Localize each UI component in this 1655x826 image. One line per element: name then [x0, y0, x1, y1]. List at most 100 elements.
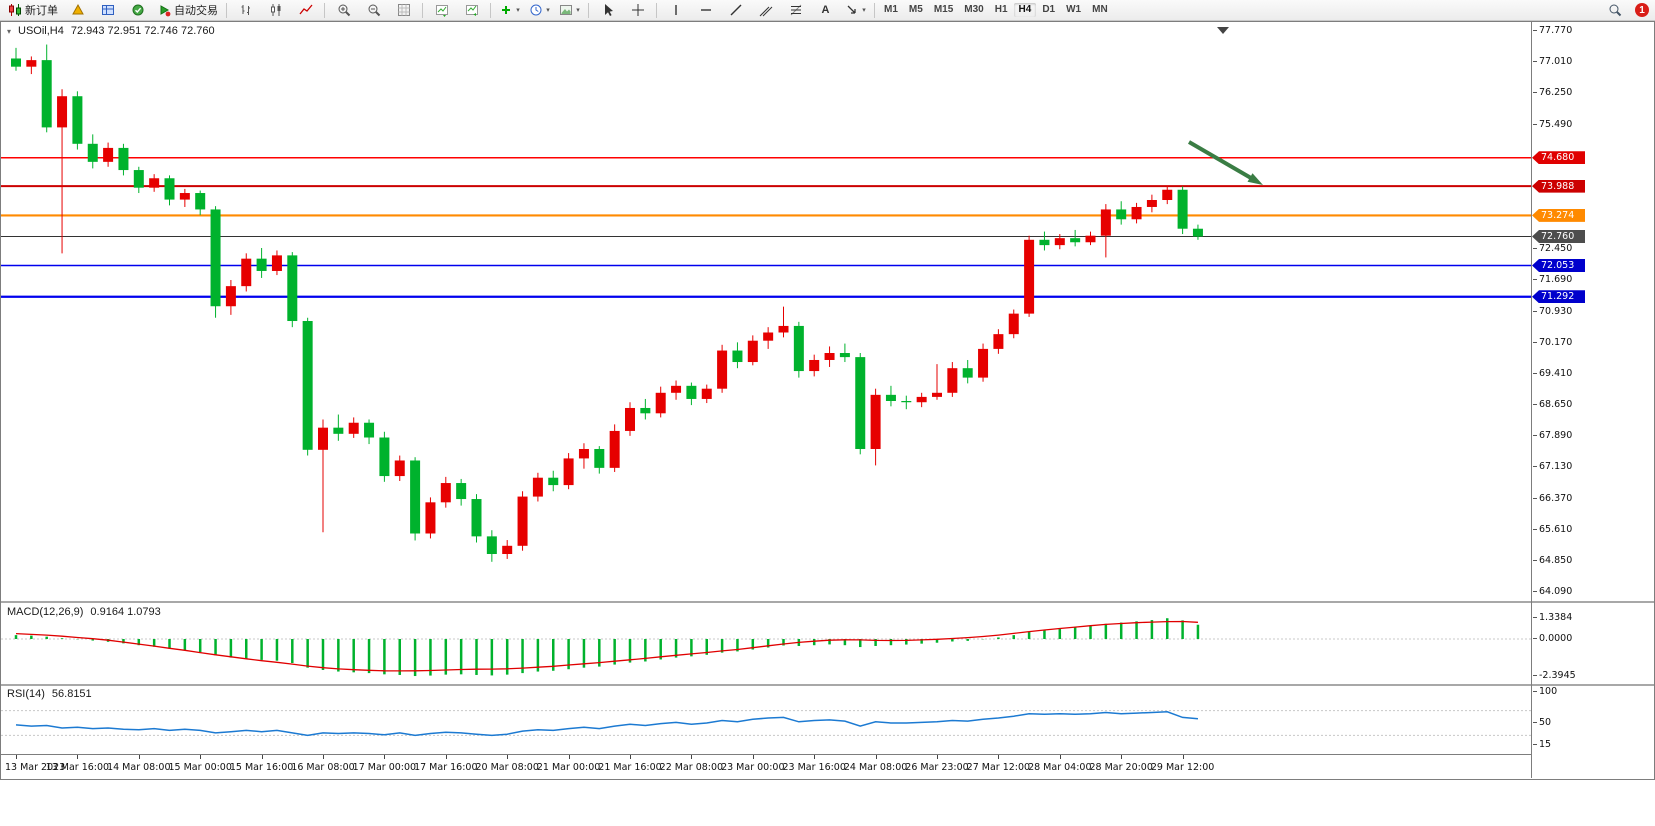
timeframe-w1-button[interactable]: W1 [1061, 3, 1086, 17]
zoom-out-icon [368, 4, 380, 17]
timeframe-d1-button[interactable]: D1 [1037, 3, 1060, 17]
autotrading-button[interactable]: 自动交易 [153, 0, 222, 21]
templates-dropdown-button[interactable]: ▾ [555, 0, 584, 21]
macd-values: 0.9164 1.0793 [90, 606, 161, 618]
candles-mini-icon [9, 4, 21, 16]
price-tick-label: 67.130 [1532, 461, 1573, 473]
timeframe-m15-button[interactable]: M15 [929, 3, 958, 17]
navigator-button[interactable] [93, 0, 122, 21]
zoom-in-button[interactable] [329, 0, 358, 21]
timeframe-m1-button[interactable]: M1 [879, 3, 903, 17]
horizontal-line-tool-button[interactable] [691, 0, 720, 21]
time-tick-mark [937, 755, 938, 759]
candles-view-button[interactable] [261, 0, 290, 21]
price-line-badge: 74.680 [1532, 151, 1585, 165]
price-tick-label: 69.410 [1532, 367, 1573, 379]
annotation-arrow [1187, 140, 1253, 180]
symbol-period-label: USOil,H4 [18, 25, 64, 37]
time-tick-label: 26 Mar 23:00 [905, 762, 969, 773]
collapse-indicator-icon[interactable]: ▾ [7, 26, 12, 36]
toolbar-separator [324, 2, 325, 18]
timeframe-mn-button[interactable]: MN [1087, 3, 1113, 17]
vertical-line-icon [674, 5, 677, 15]
trendline-icon [730, 4, 741, 16]
rsi-canvas[interactable] [1, 686, 1531, 754]
price-axis[interactable]: 77.770 77.010 76.250 75.490 72.450 71.690 70.9… [1531, 22, 1655, 778]
cursor-tool-button[interactable] [593, 0, 622, 21]
periods-dropdown-button[interactable]: ▾ [525, 0, 554, 21]
time-tick-mark [445, 755, 447, 759]
crosshair-icon [631, 4, 644, 16]
crosshair-tool-button[interactable] [623, 0, 652, 21]
bars-view-button[interactable] [231, 0, 260, 21]
timeframe-h4-button[interactable]: H4 [1014, 3, 1037, 17]
time-tick-label: 28 Mar 04:00 [1028, 762, 1092, 773]
price-tick-label: 50 [1532, 717, 1552, 728]
bar-chart-icon [241, 5, 250, 15]
autoscroll-button[interactable] [427, 0, 456, 21]
timeframe-m5-button[interactable]: M5 [904, 3, 928, 17]
rsi-label: RSI(14) 56.8151 [7, 688, 92, 700]
fibonacci-icon [790, 4, 801, 16]
terminal-button[interactable] [123, 0, 152, 21]
time-tick-mark [16, 755, 17, 759]
indicators-dropdown-button[interactable]: ▾ [495, 0, 524, 21]
price-tick-label: 71.690 [1532, 274, 1573, 286]
timeframe-h1-button[interactable]: H1 [990, 3, 1013, 17]
price-line-badge: 73.988 [1532, 179, 1585, 193]
time-tick-label: 23 Mar 00:00 [721, 762, 785, 773]
text-tool-icon: A [821, 4, 830, 16]
zoom-out-button[interactable] [359, 0, 388, 21]
trendline-tool-button[interactable] [721, 0, 750, 21]
time-tick-mark [77, 755, 79, 759]
time-tick-label: 27 Mar 12:00 [966, 762, 1031, 773]
time-axis[interactable]: 13 Mar 2023 13 Mar 16:00 14 Mar 08:00 15 Ma… [1, 754, 1531, 779]
toolbar-right-cluster: 1 [1600, 0, 1651, 21]
line-view-button[interactable] [291, 0, 320, 21]
zoom-in-icon [338, 4, 350, 17]
rsi-name: RSI(14) [7, 688, 45, 700]
new-order-label: 新订单 [25, 5, 58, 17]
main-chart-canvas[interactable] [1, 22, 1531, 601]
search-button[interactable] [1600, 0, 1629, 21]
time-tick-mark [138, 755, 140, 759]
panel-splitter[interactable] [1, 684, 1654, 686]
fibonacci-tool-button[interactable] [781, 0, 810, 21]
time-tick-mark [814, 755, 816, 759]
time-tick-label: 14 Mar 08:00 [107, 762, 171, 773]
time-tick-label: 21 Mar 00:00 [536, 762, 601, 773]
toolbar-separator [490, 2, 491, 18]
line-chart-icon [298, 4, 312, 15]
notification-badge[interactable]: 1 [1635, 3, 1649, 17]
price-line-badge: 72.760 [1532, 230, 1585, 243]
time-tick-mark [261, 755, 263, 759]
market-watch-button[interactable] [63, 0, 92, 21]
macd-name: MACD(12,26,9) [7, 606, 84, 618]
grid-button[interactable] [389, 0, 418, 21]
autotrading-label: 自动交易 [174, 5, 218, 17]
time-tick-label: 15 Mar 00:00 [168, 762, 232, 773]
toolbar-separator [874, 2, 875, 18]
arrow-objects-dropdown-button[interactable]: ▾ [841, 0, 870, 21]
text-tool-button[interactable]: A [811, 0, 840, 21]
chart-shift-button[interactable] [457, 0, 486, 21]
time-tick-label: 21 Mar 16:00 [598, 762, 662, 773]
time-tick-label: 23 Mar 16:00 [782, 762, 846, 773]
template-image-icon [560, 5, 573, 15]
price-tick-label: 100 [1532, 686, 1558, 697]
vertical-line-tool-button[interactable] [661, 0, 690, 21]
time-tick-mark [1182, 755, 1184, 759]
chart-header-label: ▾ USOil,H4 72.943 72.951 72.746 72.760 [7, 25, 215, 37]
candlestick-icon [270, 4, 280, 16]
channel-tool-button[interactable] [751, 0, 780, 21]
price-tick-label: 64.850 [1532, 554, 1573, 566]
time-tick-mark [998, 755, 1000, 759]
macd-canvas[interactable] [1, 603, 1531, 684]
timeframe-m30-button[interactable]: M30 [959, 3, 988, 17]
price-tick-label: 64.090 [1532, 586, 1573, 598]
notification-count: 1 [1639, 4, 1645, 16]
search-icon [1609, 4, 1621, 17]
toolbar-separator [422, 2, 423, 18]
new-order-button[interactable]: 新订单 [4, 0, 62, 21]
panel-splitter[interactable] [1, 601, 1654, 603]
